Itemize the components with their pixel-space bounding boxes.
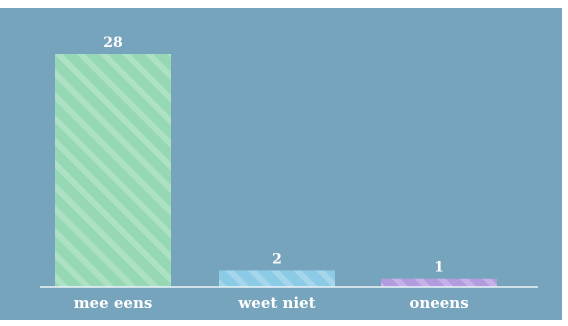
bar-weet-niet xyxy=(219,270,335,287)
category-label-oneens: oneens xyxy=(409,294,468,312)
value-label-weet-niet: 2 xyxy=(272,251,282,267)
category-label-weet-niet: weet niet xyxy=(237,294,315,312)
value-labels-group: 28 2 1 xyxy=(103,35,444,276)
category-label-mee-eens: mee eens xyxy=(74,294,153,312)
category-labels-group: mee eens weet niet oneens xyxy=(74,294,469,312)
value-label-mee-eens: 28 xyxy=(103,35,122,51)
bar-oneens xyxy=(381,278,497,287)
bars-group xyxy=(55,54,497,287)
value-label-oneens: 1 xyxy=(434,260,444,276)
bar-mee-eens xyxy=(55,54,171,287)
